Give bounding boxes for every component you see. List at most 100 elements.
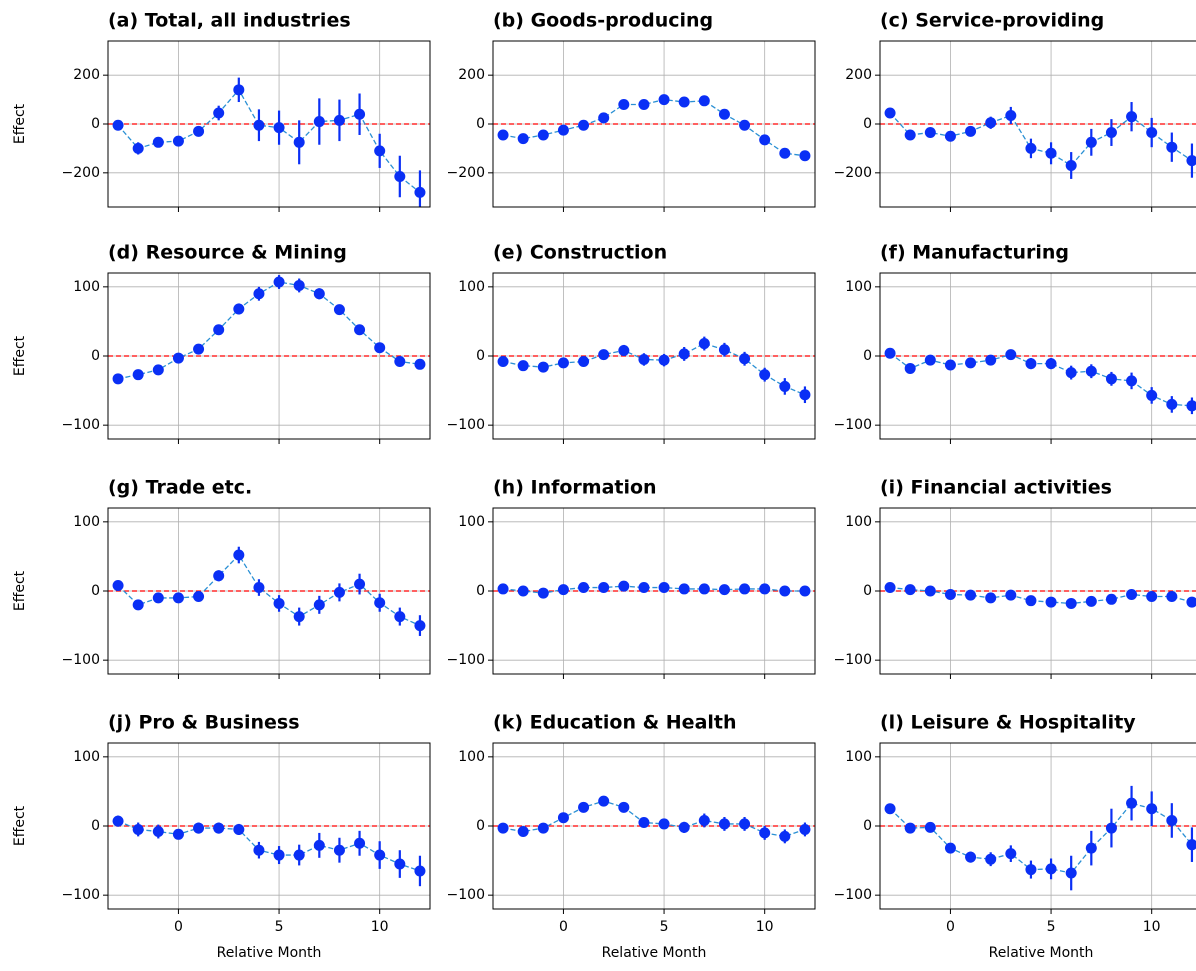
marker — [618, 580, 630, 592]
y-tick-label: 0 — [91, 116, 100, 132]
connecting-line — [502, 98, 806, 157]
marker — [1126, 375, 1138, 387]
marker — [537, 129, 549, 141]
marker — [1005, 109, 1017, 121]
x-tick-label: 0 — [174, 919, 183, 935]
axes-frame — [492, 742, 816, 910]
plot-area — [493, 795, 815, 844]
marker — [1005, 848, 1017, 860]
marker — [313, 288, 325, 300]
marker — [904, 822, 916, 834]
marker — [1166, 591, 1178, 603]
plot-area — [108, 546, 430, 636]
marker — [924, 354, 936, 366]
marker — [1005, 349, 1017, 361]
marker — [537, 587, 549, 599]
marker — [1105, 373, 1117, 385]
marker — [965, 125, 977, 137]
x-tick-label: 0 — [946, 919, 955, 935]
marker — [233, 823, 245, 835]
marker — [1005, 589, 1017, 601]
marker — [132, 823, 144, 835]
marker — [517, 585, 529, 597]
marker — [354, 578, 366, 590]
marker — [132, 599, 144, 611]
marker — [698, 814, 710, 826]
marker — [193, 591, 205, 603]
marker — [698, 583, 710, 595]
axes-frame — [107, 40, 431, 208]
marker — [293, 136, 305, 148]
panel: (d) Resource & Mining −100 0 100 Effect — [12, 242, 431, 444]
y-tick-label: 0 — [476, 116, 485, 132]
marker — [112, 815, 124, 827]
y-tick-label: 100 — [458, 514, 485, 530]
y-tick-label: 100 — [845, 514, 872, 530]
panel-title: (e) Construction — [493, 242, 667, 264]
marker — [1186, 400, 1196, 412]
marker — [638, 353, 650, 365]
marker — [172, 828, 184, 840]
marker — [414, 865, 426, 877]
marker — [1105, 822, 1117, 834]
connecting-line — [502, 585, 805, 594]
marker — [1126, 111, 1138, 123]
marker — [739, 583, 751, 595]
marker — [1065, 867, 1077, 879]
marker — [578, 356, 590, 368]
marker — [273, 849, 285, 861]
marker — [884, 107, 896, 119]
marker — [172, 135, 184, 147]
marker — [904, 584, 916, 596]
panel: (l) Leisure & Hospitality 0 5 10 −100 0 100 Rel… — [834, 712, 1196, 961]
marker — [1065, 160, 1077, 171]
marker — [497, 583, 509, 595]
marker — [172, 352, 184, 364]
marker — [374, 849, 386, 861]
marker — [1166, 141, 1178, 153]
marker — [618, 801, 630, 813]
marker — [213, 107, 225, 119]
marker — [253, 288, 265, 300]
x-tick-label: 5 — [275, 919, 284, 935]
panel-title: (i) Financial activities — [880, 477, 1112, 499]
axes-frame — [107, 742, 431, 910]
marker — [1025, 595, 1037, 607]
x-tick-label: 5 — [1047, 919, 1056, 935]
marker — [924, 821, 936, 833]
marker — [884, 347, 896, 359]
marker — [944, 842, 956, 854]
marker — [273, 597, 285, 609]
marker — [233, 303, 245, 315]
y-tick-label: 0 — [863, 818, 872, 834]
panel-title: (l) Leisure & Hospitality — [880, 712, 1136, 734]
marker — [965, 589, 977, 601]
panel: (j) Pro & Business 0 5 10 −100 0 100 Effect Rela… — [12, 712, 431, 961]
marker — [354, 324, 366, 336]
marker — [394, 170, 406, 182]
marker — [658, 818, 670, 830]
marker — [537, 822, 549, 834]
marker — [598, 349, 610, 361]
y-tick-label: 0 — [91, 818, 100, 834]
marker — [904, 129, 916, 141]
marker — [904, 362, 916, 374]
marker — [1085, 365, 1097, 377]
panel-title: (k) Education & Health — [493, 712, 737, 734]
marker — [152, 136, 164, 148]
marker — [1126, 797, 1138, 809]
marker — [394, 611, 406, 623]
marker — [1166, 814, 1178, 826]
marker — [557, 584, 569, 596]
y-tick-label: 200 — [73, 67, 100, 83]
marker — [658, 354, 670, 366]
panel-title: (d) Resource & Mining — [108, 242, 347, 264]
marker — [1085, 595, 1097, 607]
marker — [374, 145, 386, 157]
axes-frame — [107, 272, 431, 440]
y-axis-label: Effect — [12, 335, 28, 376]
marker — [497, 822, 509, 834]
marker — [394, 858, 406, 870]
y-tick-label: 0 — [91, 583, 100, 599]
marker — [1065, 367, 1077, 379]
